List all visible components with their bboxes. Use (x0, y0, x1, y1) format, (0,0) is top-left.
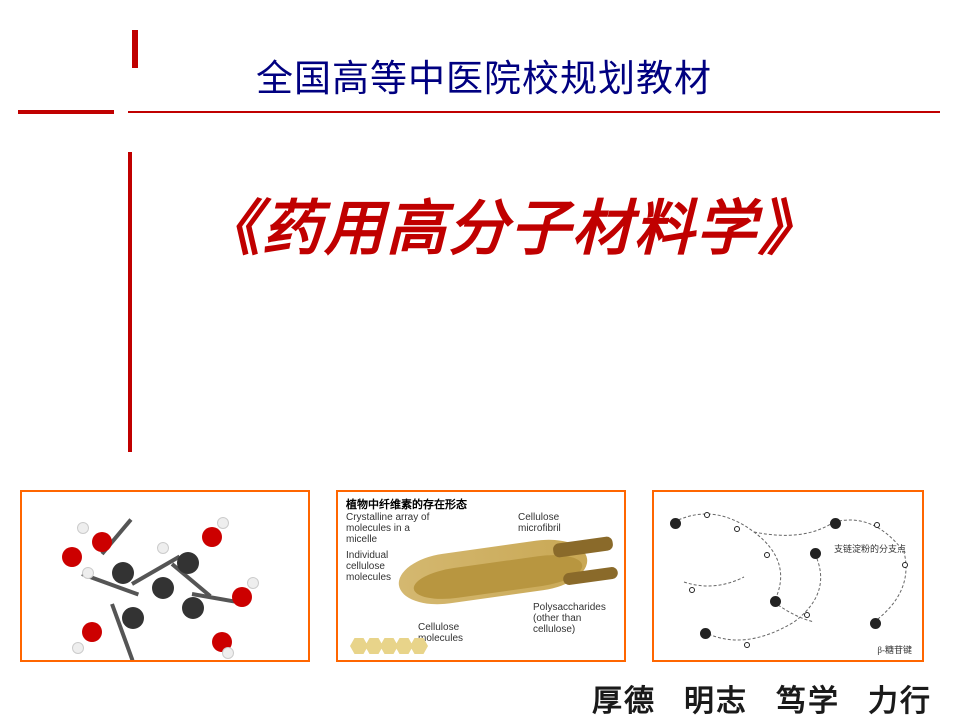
label-polysac: Polysaccharides (other than cellulose) (533, 602, 623, 635)
header-accent-bar (132, 30, 138, 68)
chain-label-1: 支链淀粉的分支点 (834, 542, 906, 555)
divider-left (18, 110, 114, 114)
label-individual: Individual cellulose molecules (346, 550, 416, 583)
motto-word-2: 明志 (684, 676, 748, 720)
chain-label-2: β-糖苷键 (877, 643, 912, 656)
header-subtitle: 全国高等中医院校规划教材 (256, 48, 712, 102)
cellulose-panel: 植物中纤维素的存在形态 Crystalline array of molecul… (336, 490, 626, 662)
label-crystalline: Crystalline array of molecules in a mice… (346, 512, 436, 545)
vertical-accent-bar (128, 152, 132, 452)
polymer-chain-panel: 支链淀粉的分支点 β-糖苷键 (652, 490, 924, 662)
motto-word-3: 笃学 (776, 676, 840, 720)
divider-right (128, 111, 940, 113)
label-microfibril: Cellulose microfibril (518, 512, 588, 534)
molecule-panel (20, 490, 310, 662)
main-title: 《药用高分子材料学》 (200, 180, 820, 267)
label-cellmol: Cellulose molecules (418, 622, 488, 644)
motto-bar: 厚德 明志 笃学 力行 (0, 676, 960, 720)
motto-word-1: 厚德 (592, 676, 656, 720)
motto-word-4: 力行 (868, 676, 932, 720)
image-row: 植物中纤维素的存在形态 Crystalline array of molecul… (20, 490, 924, 662)
cellulose-title: 植物中纤维素的存在形态 (346, 496, 467, 512)
hexagon-row (350, 638, 425, 654)
